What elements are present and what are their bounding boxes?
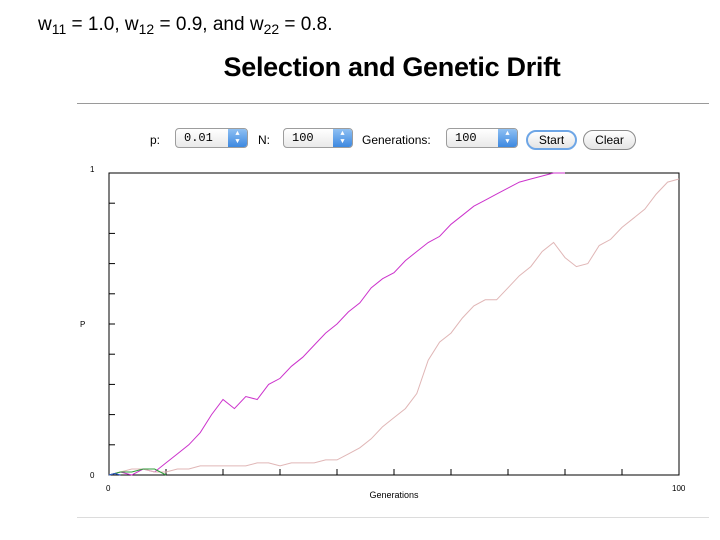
plot-frame	[108, 172, 680, 476]
y-tick-label-min: 0	[90, 471, 95, 480]
axis-ticks	[109, 202, 623, 475]
p-label: p:	[150, 133, 161, 147]
series-line-blue	[108, 472, 121, 476]
series-line-pink	[108, 178, 680, 476]
w12-subscript: 12	[138, 21, 155, 37]
generations-select[interactable]: 100 ▲ ▼	[446, 128, 518, 148]
w22-subscript: 22	[263, 21, 280, 37]
n-label: N:	[258, 133, 270, 147]
w22-symbol: w	[249, 14, 264, 35]
w22-value: = 0.8.	[279, 14, 333, 35]
x-axis-title: Generations	[369, 490, 419, 500]
updown-arrow-icon: ▲ ▼	[228, 129, 247, 147]
n-select[interactable]: 100 ▲ ▼	[283, 128, 353, 148]
app-title: Selection and Genetic Drift	[223, 52, 561, 82]
series-line-magenta	[108, 172, 565, 476]
w12-symbol: w	[124, 14, 139, 35]
p-select[interactable]: 0.01 ▲ ▼	[175, 128, 248, 148]
start-button[interactable]: Start	[526, 130, 577, 150]
x-tick-label-min: 0	[106, 484, 111, 493]
clear-button[interactable]: Clear	[583, 130, 636, 150]
p-select-value: 0.01	[184, 131, 213, 145]
w11-subscript: 11	[51, 21, 67, 37]
top-divider	[77, 103, 709, 104]
y-tick-label-max: 1	[90, 165, 95, 174]
series-line-green	[108, 468, 167, 476]
fitness-formula: w11 = 1.0, w12 = 0.9, and w22 = 0.8.	[38, 14, 333, 36]
updown-arrow-icon: ▲ ▼	[333, 129, 352, 147]
updown-arrow-icon: ▲ ▼	[498, 129, 517, 147]
bottom-divider	[77, 517, 709, 518]
w12-value: = 0.9, and	[154, 14, 250, 35]
x-tick-label-max: 100	[672, 484, 686, 493]
w11-symbol: w	[38, 14, 52, 35]
generations-label: Generations:	[362, 133, 431, 147]
w11-value: = 1.0,	[66, 14, 125, 35]
series-lines	[108, 172, 680, 476]
y-axis-label: P	[80, 320, 85, 329]
n-select-value: 100	[292, 131, 314, 145]
generations-select-value: 100	[455, 131, 477, 145]
